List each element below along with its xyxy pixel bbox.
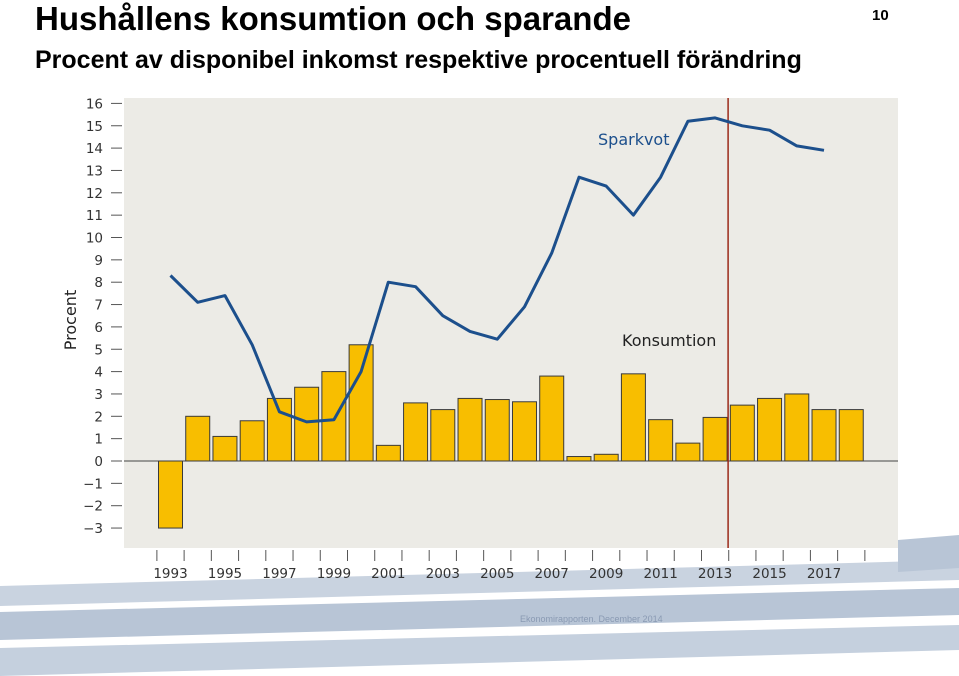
- y-tick-label: −3: [83, 521, 103, 537]
- konsumtion-bar: [838, 409, 864, 462]
- konsumtion-bar: [375, 444, 401, 462]
- x-tick-label: 2013: [698, 566, 732, 582]
- konsumtion-annotation: Konsumtion: [622, 331, 716, 350]
- y-tick-label: 4: [94, 365, 103, 381]
- konsumtion-bar: [212, 435, 238, 462]
- x-tick-label: 2011: [643, 566, 677, 582]
- footer-band-4: [898, 535, 959, 572]
- y-tick-label: 9: [94, 253, 103, 269]
- konsumtion-bar: [484, 399, 510, 462]
- footer-band-2: [0, 588, 959, 640]
- konsumtion-bar: [158, 460, 183, 529]
- page-subtitle: Procent av disponibel inkomst respektive…: [35, 46, 802, 74]
- y-tick-label: 7: [94, 298, 103, 314]
- y-tick-label: −2: [83, 499, 103, 515]
- konsumtion-bar: [702, 416, 728, 462]
- konsumtion-bar: [811, 409, 837, 462]
- y-tick-label: 10: [86, 231, 103, 247]
- konsumtion-bar: [675, 442, 701, 462]
- x-tick-label: 2009: [589, 566, 623, 582]
- x-tick-label: 2003: [426, 566, 460, 582]
- y-tick-label: 5: [94, 342, 103, 358]
- y-tick-label: 2: [94, 409, 103, 425]
- konsumtion-bar: [403, 402, 429, 462]
- page-title: Hushållens konsumtion och sparande: [35, 0, 631, 37]
- x-tick-label: 1993: [153, 566, 187, 582]
- konsumtion-bar: [239, 420, 265, 462]
- footer-band-1: [0, 560, 959, 606]
- x-axis: 1993 1995 1997 1999 2001 2003 2005 2007 2009 2011…: [153, 550, 866, 582]
- x-tick-label: 2007: [535, 566, 569, 582]
- konsumtion-bar: [266, 397, 292, 462]
- y-tick-label: 11: [86, 208, 103, 224]
- konsumtion-bar: [593, 453, 619, 462]
- konsumtion-bar: [294, 386, 320, 462]
- y-tick-label: 8: [94, 275, 103, 291]
- konsumtion-bar: [430, 409, 456, 462]
- konsumtion-bar: [784, 393, 810, 462]
- x-tick-label: 2005: [480, 566, 514, 582]
- x-tick-label: 2015: [752, 566, 786, 582]
- y-tick-label: 13: [86, 163, 103, 179]
- footer-source: Ekonomirapporten. December 2014: [520, 614, 663, 624]
- footer-band-3: [0, 625, 959, 676]
- y-tick-label: 6: [94, 320, 103, 336]
- konsumtion-bar: [620, 373, 646, 462]
- konsumtion-bar: [539, 375, 565, 462]
- konsumtion-bar: [648, 419, 674, 462]
- y-tick-label: 16: [86, 96, 103, 112]
- y-tick-label: 1: [94, 432, 103, 448]
- konsumtion-bar: [511, 401, 537, 462]
- konsumtion-bar: [457, 397, 483, 462]
- y-tick-label: 15: [86, 119, 103, 135]
- konsumtion-bar: [757, 397, 783, 462]
- x-tick-label: 2001: [371, 566, 405, 582]
- konsumtion-bar: [566, 456, 592, 462]
- y-tick-label: 0: [94, 454, 103, 470]
- konsumtion-bar: [321, 371, 347, 462]
- konsumtion-bar: [729, 404, 755, 462]
- sparkvot-line: [169, 116, 825, 424]
- x-tick-label: 1995: [208, 566, 242, 582]
- konsumtion-bar: [348, 344, 374, 462]
- x-tick-label: 1997: [262, 566, 296, 582]
- y-tick-label: 3: [94, 387, 103, 403]
- page-number: 10: [872, 7, 889, 24]
- x-tick-label: 2017: [807, 566, 841, 582]
- konsumtion-bar: [185, 415, 211, 462]
- y-tick-label: 12: [86, 186, 103, 202]
- y-tick-label: −1: [83, 476, 103, 492]
- y-tick-label: 14: [86, 141, 103, 157]
- konsumtion-bars: [158, 344, 864, 529]
- x-tick-label: 1999: [317, 566, 351, 582]
- sparkvot-annotation: Sparkvot: [598, 130, 670, 149]
- y-axis-label: Procent: [61, 290, 80, 350]
